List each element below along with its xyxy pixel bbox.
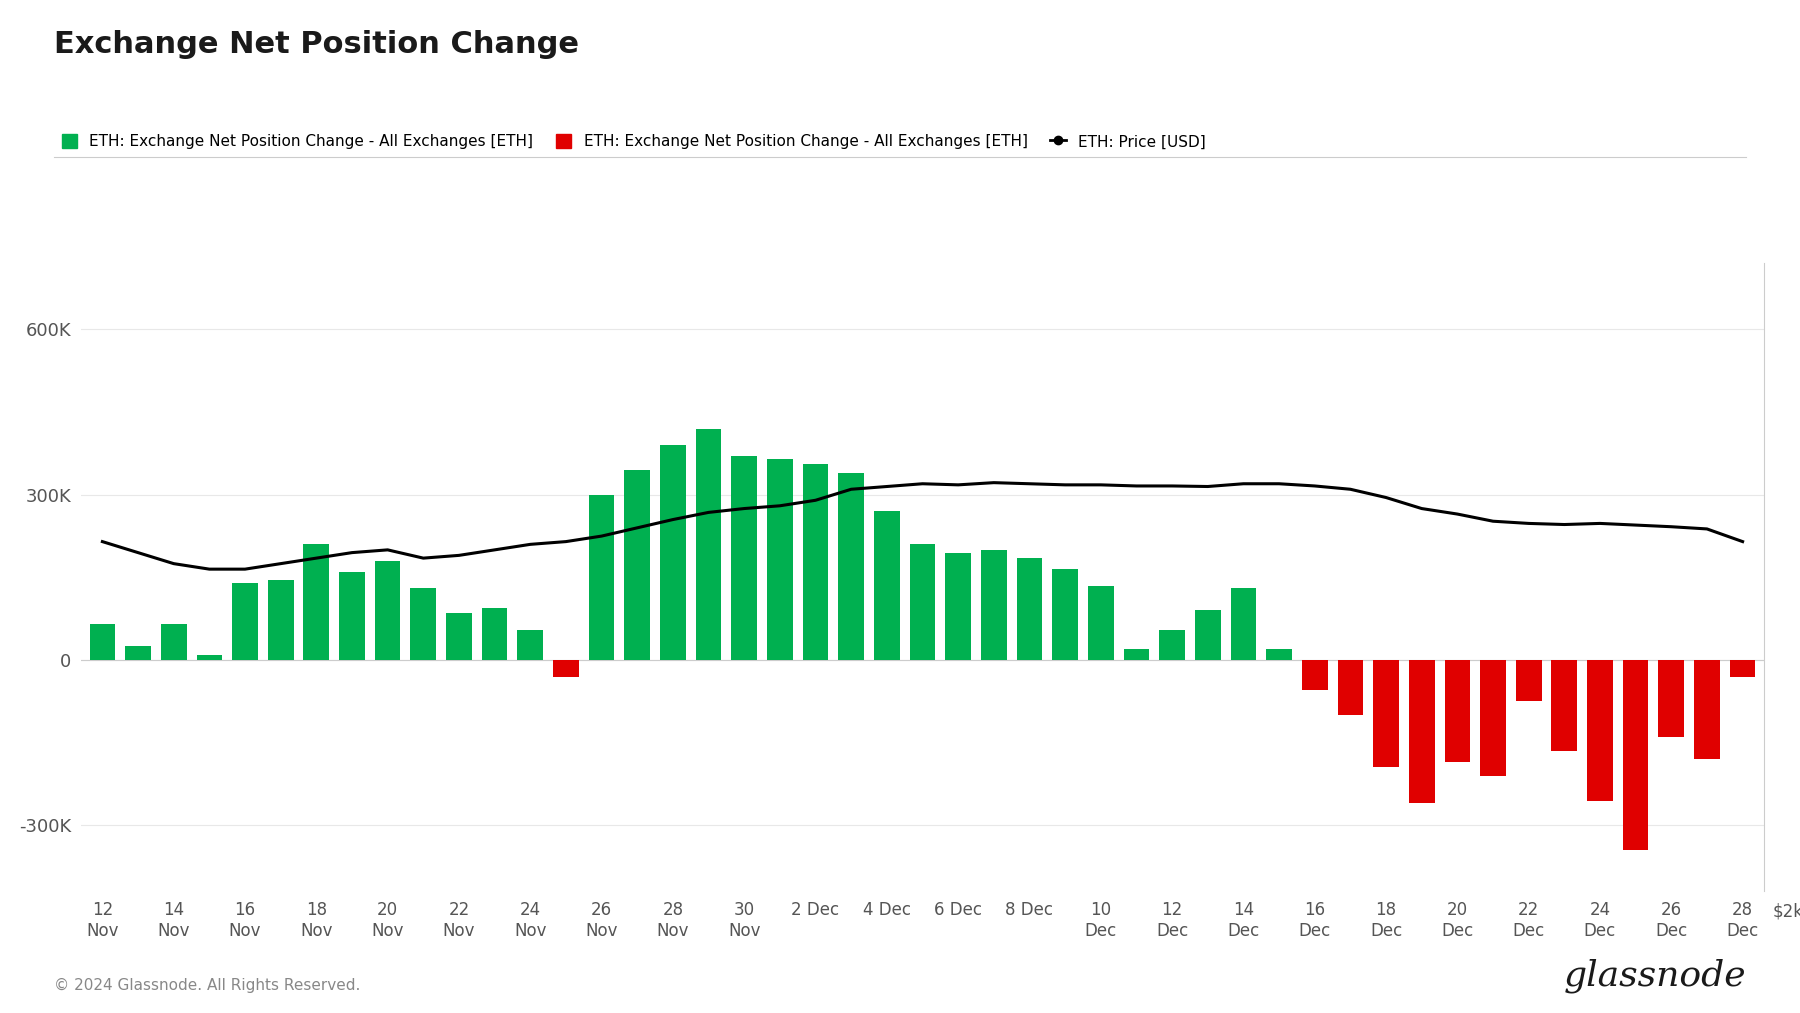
Bar: [1552, 660, 1577, 751]
Bar: [625, 470, 650, 660]
Bar: [517, 630, 544, 660]
Bar: [1265, 649, 1292, 660]
Bar: [1159, 630, 1184, 660]
Bar: [1053, 569, 1078, 660]
Bar: [839, 473, 864, 660]
Bar: [767, 459, 792, 660]
Bar: [304, 544, 329, 660]
Bar: [875, 512, 900, 660]
Bar: [1445, 660, 1471, 762]
Bar: [1087, 586, 1114, 660]
Bar: [1195, 611, 1220, 660]
Text: $2k: $2k: [1773, 903, 1800, 921]
Bar: [1231, 589, 1256, 660]
Bar: [268, 580, 293, 660]
Bar: [374, 561, 400, 660]
Legend: ETH: Exchange Net Position Change - All Exchanges [ETH], ETH: Exchange Net Posit: ETH: Exchange Net Position Change - All …: [61, 135, 1206, 149]
Bar: [1123, 649, 1148, 660]
Bar: [1516, 660, 1541, 701]
Bar: [126, 646, 151, 660]
Bar: [196, 654, 221, 660]
Bar: [1301, 660, 1328, 690]
Bar: [1373, 660, 1399, 768]
Bar: [1588, 660, 1613, 800]
Bar: [697, 428, 722, 660]
Bar: [410, 589, 436, 660]
Bar: [1480, 660, 1507, 776]
Bar: [945, 553, 970, 660]
Bar: [1409, 660, 1435, 803]
Bar: [160, 624, 187, 660]
Bar: [1624, 660, 1649, 850]
Bar: [1658, 660, 1685, 737]
Bar: [981, 550, 1006, 660]
Bar: [731, 456, 758, 660]
Bar: [1337, 660, 1363, 715]
Bar: [803, 465, 828, 660]
Bar: [909, 544, 936, 660]
Bar: [1017, 558, 1042, 660]
Text: © 2024 Glassnode. All Rights Reserved.: © 2024 Glassnode. All Rights Reserved.: [54, 978, 360, 993]
Text: glassnode: glassnode: [1564, 958, 1746, 993]
Text: Exchange Net Position Change: Exchange Net Position Change: [54, 30, 580, 60]
Bar: [338, 572, 365, 660]
Bar: [589, 494, 614, 660]
Bar: [232, 582, 257, 660]
Bar: [90, 624, 115, 660]
Bar: [661, 445, 686, 660]
Bar: [1730, 660, 1755, 677]
Bar: [446, 613, 472, 660]
Bar: [482, 608, 508, 660]
Bar: [1694, 660, 1719, 759]
Bar: [553, 660, 580, 677]
